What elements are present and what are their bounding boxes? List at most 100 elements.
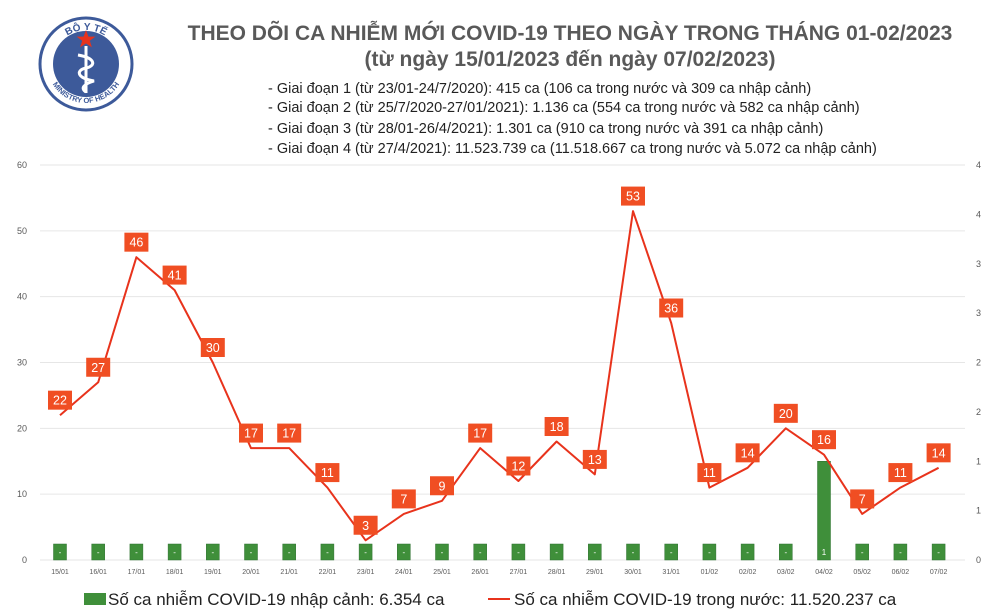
import-bar: [91, 543, 105, 561]
value-label-box: [582, 449, 607, 469]
x-tick-label: 18/01: [166, 569, 184, 576]
legend-bar-label: Số ca nhiễm COVID-19 nhập cảnh: 6.354 ca: [108, 590, 445, 609]
right-tick-label: 1: [976, 456, 981, 466]
left-axis-ticks: 0 10 20 30 40 50 60: [17, 160, 27, 565]
value-label-box: [86, 357, 111, 377]
import-bar: [779, 543, 793, 561]
right-tick-label: 4: [976, 160, 981, 170]
x-tick-label: 23/01: [357, 569, 375, 576]
import-bar: [588, 543, 602, 561]
value-label-text: 7: [859, 492, 866, 506]
value-label-text: 3: [362, 519, 369, 533]
left-tick-label: 50: [17, 226, 27, 236]
import-bar: [740, 543, 755, 561]
value-label-box: [353, 515, 378, 535]
chart-legend: Số ca nhiễm COVID-19 nhập cảnh: 6.354 ca…: [84, 590, 897, 609]
domestic-value-label: 11: [315, 463, 340, 483]
right-tick-label: 1: [976, 506, 981, 516]
import-bar: [626, 543, 640, 561]
right-axis-ticks: 0 1 1 2 2 3 3 4 4: [976, 160, 981, 565]
value-label-box: [48, 390, 72, 410]
domestic-value-label: 11: [697, 463, 722, 483]
value-label-box: [926, 443, 951, 463]
x-tick-label: 20/01: [242, 569, 260, 576]
phase-note-2: - Giai đoạn 2 (từ 25/7/2020-27/01/2021):…: [268, 100, 860, 116]
import-bar: [664, 543, 678, 561]
value-label-text: 14: [741, 446, 755, 460]
x-tick-label: 28/01: [548, 569, 566, 576]
import-bar-value: -: [784, 548, 787, 557]
domestic-case-labels: 22 27 46 41 30 17 17 11 3 7 9 17 12 18 13 53 36 11 14 20 16 7…: [48, 186, 951, 535]
value-label-box: [315, 463, 340, 483]
value-label-text: 30: [206, 341, 220, 355]
domestic-value-label: 11: [888, 463, 913, 483]
logo-star-icon: [76, 30, 96, 48]
phase-note-3: - Giai đoạn 3 (từ 28/01-26/4/2021): 1.30…: [268, 121, 823, 137]
import-bar-value: -: [441, 548, 444, 557]
value-label-text: 17: [244, 427, 258, 441]
phase-note-1: - Giai đoạn 1 (từ 23/01-24/7/2020): 415 …: [268, 81, 811, 97]
domestic-value-label: 53: [621, 186, 645, 206]
legend-bar-swatch: [84, 593, 106, 605]
value-label-box: [888, 463, 913, 483]
x-tick-label: 19/01: [204, 569, 222, 576]
import-bar: [129, 543, 144, 561]
value-label-text: 20: [779, 407, 793, 421]
left-tick-label: 40: [17, 292, 27, 302]
domestic-value-label: 16: [812, 430, 836, 450]
domestic-value-label: 9: [430, 476, 454, 496]
domestic-value-label: 20: [773, 403, 798, 423]
import-bar: [855, 543, 869, 561]
x-tick-label: 03/02: [777, 569, 795, 576]
right-tick-label: 3: [976, 259, 981, 269]
x-axis-ticks: 15/01 16/01 17/01 18/01 19/01 20/01 21/01 22/01…: [51, 569, 947, 576]
value-label-box: [735, 443, 760, 463]
value-label-box: [239, 423, 263, 443]
left-tick-label: 10: [17, 489, 27, 499]
value-label-text: 17: [282, 427, 296, 441]
ministry-logo: BỘ Y TẾ MINISTRY OF HEALTH: [38, 16, 134, 112]
value-label-text: 11: [321, 466, 334, 480]
logo-snake-icon: [77, 53, 95, 94]
import-bar-value: -: [632, 548, 635, 557]
domestic-value-label: 3: [353, 515, 378, 535]
import-bar: [549, 543, 564, 561]
value-label-text: 13: [588, 453, 602, 467]
left-tick-label: 30: [17, 358, 27, 368]
import-bar: [53, 543, 67, 561]
import-bar-value: -: [288, 548, 291, 557]
value-label-text: 11: [894, 466, 907, 480]
right-tick-label: 0: [976, 555, 981, 565]
import-bar-value: -: [364, 548, 367, 557]
x-tick-label: 22/01: [319, 569, 337, 576]
import-bar-value: -: [593, 548, 596, 557]
value-label-text: 46: [129, 236, 143, 250]
value-label-box: [430, 476, 454, 496]
value-label-box: [812, 430, 836, 450]
import-bar-value: -: [861, 548, 864, 557]
domestic-value-label: 7: [850, 489, 875, 509]
import-bar: [167, 543, 182, 561]
value-label-box: [162, 265, 187, 285]
x-tick-label: 07/02: [930, 569, 948, 576]
value-label-box: [391, 489, 416, 509]
value-label-text: 18: [550, 420, 564, 434]
import-bar-value: -: [173, 548, 176, 557]
import-bar-value: -: [746, 548, 749, 557]
import-bar-value: -: [326, 548, 329, 557]
right-tick-label: 4: [976, 209, 981, 219]
page-title: THEO DÕI CA NHIỄM MỚI COVID-19 THEO NGÀY…: [188, 21, 953, 45]
domestic-value-label: 17: [277, 423, 302, 443]
import-bar-value: -: [250, 548, 253, 557]
plot-grid: [40, 164, 965, 561]
import-bar-value: -: [708, 548, 711, 557]
value-label-text: 14: [932, 446, 946, 460]
right-tick-label: 2: [976, 407, 981, 417]
x-tick-label: 01/02: [701, 569, 719, 576]
value-label-box: [621, 186, 645, 206]
value-label-box: [124, 232, 149, 252]
value-label-text: 27: [91, 361, 105, 375]
domestic-value-label: 17: [239, 423, 263, 443]
value-label-text: 16: [817, 433, 831, 447]
